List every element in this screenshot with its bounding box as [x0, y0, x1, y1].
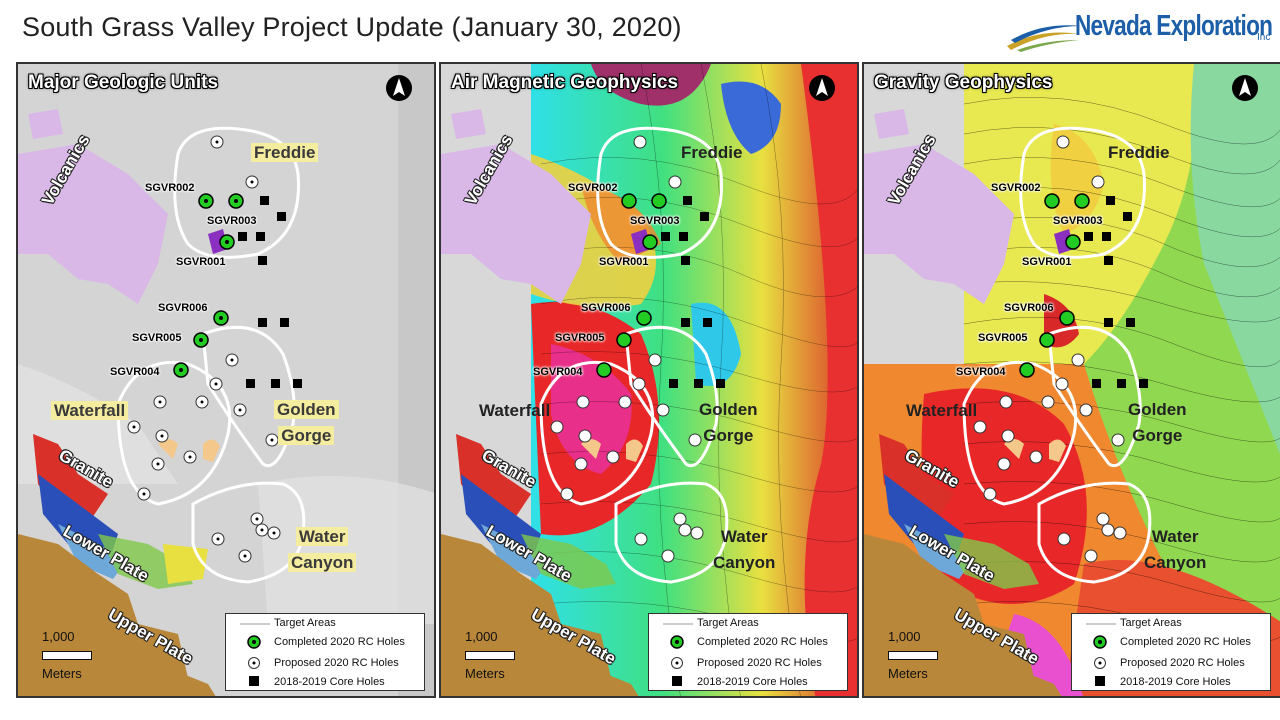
- panel-title: Major Geologic Units: [28, 72, 219, 93]
- geology-map: [18, 64, 434, 696]
- panel-gravity: Gravity Geophysics Freddie Waterfall Gol…: [862, 62, 1280, 698]
- hole-label-sgvr004: SGVR004: [956, 366, 1006, 378]
- target-label-water-canyon: Water Canyon: [288, 524, 357, 576]
- company-logo: Nevada Exploration Inc: [1005, 6, 1275, 56]
- hole-label-sgvr001: SGVR001: [1022, 256, 1072, 268]
- hole-label-sgvr004: SGVR004: [533, 366, 583, 378]
- scale-bar: 1,000 Meters: [32, 629, 112, 689]
- panel-title: Gravity Geophysics: [874, 72, 1053, 93]
- logo-suffix: Inc: [1257, 32, 1271, 43]
- page-title: South Grass Valley Project Update (Janua…: [22, 12, 682, 42]
- logo-swoosh-icon: [1007, 25, 1081, 52]
- north-arrow-icon: [386, 75, 412, 101]
- hole-label-sgvr003: SGVR003: [630, 215, 680, 227]
- target-label-waterfall: Waterfall: [479, 401, 551, 420]
- scale-bar: 1,000 Meters: [878, 629, 958, 689]
- hole-label-sgvr002: SGVR002: [991, 182, 1041, 194]
- hole-label-sgvr006: SGVR006: [1004, 302, 1054, 314]
- hole-label-sgvr004: SGVR004: [110, 366, 160, 378]
- panel-title: Air Magnetic Geophysics: [451, 72, 679, 93]
- core-holes: [238, 196, 302, 388]
- target-golden-gorge: [201, 325, 296, 468]
- logo-text: Nevada Exploration: [1075, 10, 1273, 42]
- target-label-freddie: Freddie: [251, 140, 319, 166]
- legend: Target Areas Completed 2020 RC Holes Pro…: [225, 613, 425, 691]
- hole-label-sgvr003: SGVR003: [1053, 215, 1103, 227]
- hole-label-sgvr002: SGVR002: [568, 182, 618, 194]
- legend: Target Areas Completed 2020 RC Holes Pro…: [1071, 613, 1271, 691]
- hole-label-sgvr002: SGVR002: [145, 182, 195, 194]
- target-label-waterfall: Waterfall: [906, 401, 978, 420]
- hole-label-sgvr005: SGVR005: [555, 332, 605, 344]
- target-waterfall: [116, 360, 232, 506]
- north-arrow-icon: [1232, 75, 1258, 101]
- target-label-freddie: Freddie: [681, 143, 743, 162]
- scale-bar: 1,000 Meters: [455, 629, 535, 689]
- hole-label-sgvr005: SGVR005: [978, 332, 1028, 344]
- target-freddie: [173, 126, 300, 259]
- hole-label-sgvr001: SGVR001: [599, 256, 649, 268]
- hole-label-sgvr006: SGVR006: [581, 302, 631, 314]
- target-label-freddie: Freddie: [1108, 143, 1170, 162]
- volcanics-unit: [18, 144, 168, 304]
- hole-label-sgvr005: SGVR005: [132, 332, 182, 344]
- target-label-golden-gorge: Golden Gorge: [1128, 400, 1187, 445]
- panel-magnetics: Air Magnetic Geophysics Freddie Waterfal…: [439, 62, 859, 698]
- magnetics-map: [441, 64, 857, 696]
- hole-label-sgvr006: SGVR006: [158, 302, 208, 314]
- completed-holes: [173, 193, 244, 378]
- hole-label-sgvr003: SGVR003: [207, 215, 257, 227]
- target-label-golden-gorge: Golden Gorge: [699, 400, 758, 445]
- panel-geology: Major Geologic Units Freddie Waterfall G…: [16, 62, 436, 698]
- target-label-water-canyon: Water Canyon: [1144, 527, 1207, 572]
- legend: Target Areas Completed 2020 RC Holes Pro…: [648, 613, 848, 691]
- target-label-golden-gorge: Golden Gorge: [274, 397, 339, 449]
- target-label-waterfall: Waterfall: [51, 398, 129, 424]
- target-label-water-canyon: Water Canyon: [713, 527, 776, 572]
- north-arrow-icon: [809, 75, 835, 101]
- hole-label-sgvr001: SGVR001: [176, 256, 226, 268]
